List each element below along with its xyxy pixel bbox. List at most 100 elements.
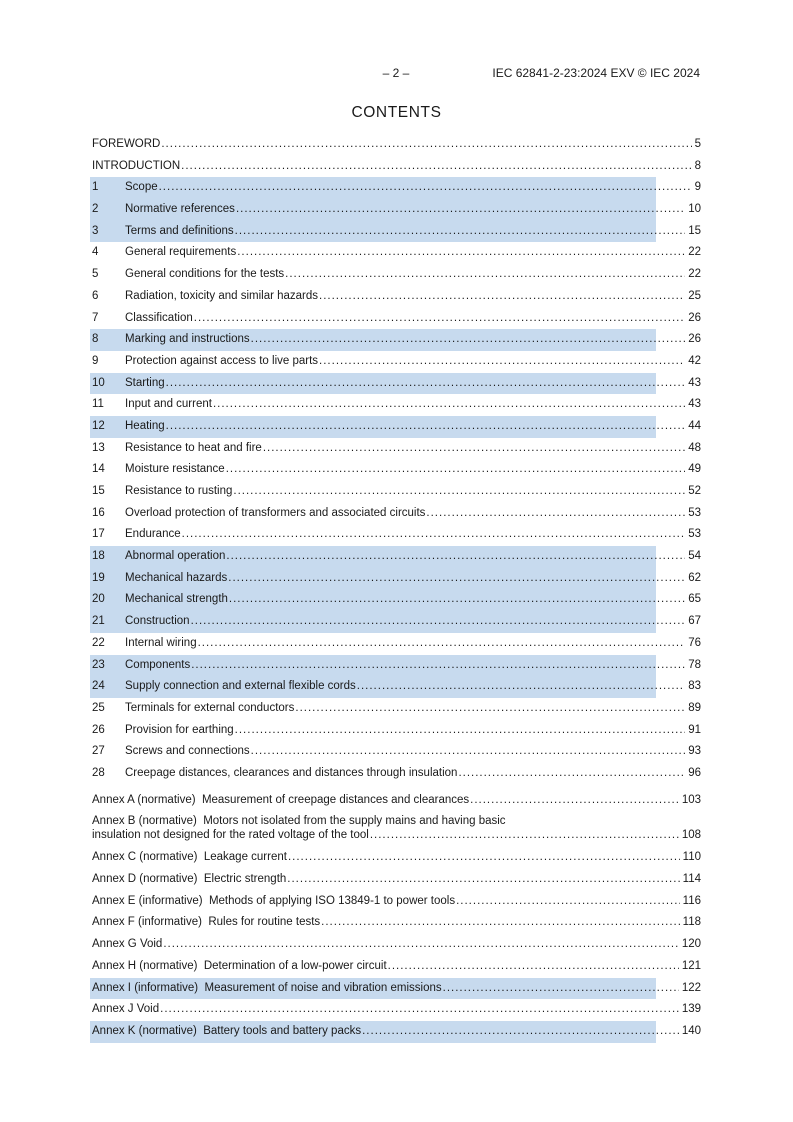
toc-page-number: 114	[682, 873, 701, 886]
toc-page-number: 118	[682, 916, 701, 929]
toc-entry[interactable]: 15 Resistance to rusting.................…	[90, 481, 701, 503]
toc-entry[interactable]: 9 Protection against access to live parts…	[90, 351, 701, 373]
toc-entry[interactable]: Annex G Void............................…	[90, 934, 701, 956]
toc-entry[interactable]: 20 Mechanical strength...................…	[90, 589, 701, 612]
toc-page-number: 25	[688, 289, 701, 302]
toc-leader-dots: ........................................…	[287, 851, 680, 864]
toc-entry[interactable]: 7 Classification.........................…	[90, 308, 701, 330]
toc-leader-dots: ........................................…	[285, 268, 685, 281]
toc-leader-dots: ........................................…	[197, 636, 686, 649]
toc-leader-dots: ........................................…	[319, 289, 685, 302]
toc-leader-dots: ........................................…	[262, 441, 685, 454]
toc-entry-title: Normative references	[125, 203, 235, 216]
toc-entry-number: 16	[92, 506, 105, 519]
toc-entry[interactable]: 5 General conditions for the tests.......…	[90, 264, 701, 286]
toc-entry[interactable]: 11 Input and current.....................…	[90, 394, 701, 416]
toc-leader-dots: ........................................…	[237, 246, 686, 259]
toc-entry[interactable]: 6 Radiation, toxicity and similar hazards…	[90, 286, 701, 308]
toc-entry[interactable]: INTRODUCTION............................…	[90, 156, 701, 178]
toc-page-number: 53	[688, 528, 701, 541]
toc-entry[interactable]: 19 Mechanical hazards....................…	[90, 567, 701, 590]
toc-entry[interactable]: 24 Supply connection and external flexibl…	[90, 676, 701, 698]
toc-entry[interactable]: Annex A (normative) Measurement of creep…	[90, 790, 701, 812]
toc-entry-title: Protection against access to live parts	[125, 354, 319, 367]
toc-entry-title: Starting	[125, 376, 165, 389]
toc-entry-number: 4	[92, 246, 99, 259]
toc-entry-number: 14	[92, 463, 105, 476]
toc-leader-dots: ........................................…	[160, 1003, 679, 1016]
toc-entry[interactable]: 1 Scope..................................…	[90, 177, 701, 200]
toc-entry-title: Annex K (normative) Battery tools and ba…	[92, 1024, 362, 1037]
toc-entry-number: 22	[92, 636, 105, 649]
toc-entry-number: 18	[92, 550, 105, 563]
toc-entry[interactable]: 4 General requirements...................…	[90, 242, 701, 264]
toc-entry-title: Construction	[125, 615, 190, 628]
toc-entry[interactable]: 17 Endurance.............................…	[90, 524, 701, 546]
toc-entry[interactable]: 14 Moisture resistance...................…	[90, 459, 701, 481]
toc-entry[interactable]: 3 Terms and definitions..................…	[90, 220, 701, 243]
toc-entry[interactable]: 16 Overload protection of transformers an…	[90, 503, 701, 525]
toc-entry[interactable]: Annex D (normative) Electric strength...…	[90, 869, 701, 891]
toc-leader-dots: ........................................…	[193, 311, 685, 324]
document-reference: IEC 62841-2-23:2024 EXV © IEC 2024	[492, 66, 700, 80]
toc-entry-title: Scope	[125, 181, 158, 194]
toc-entry-title: Mechanical strength	[125, 593, 228, 606]
toc-entry[interactable]: 23 Components............................…	[90, 654, 701, 677]
toc-entry-number: 11	[92, 398, 104, 411]
toc-entry[interactable]: 26 Provision for earthing................…	[90, 720, 701, 742]
toc-entry-number: 23	[92, 658, 105, 671]
toc-entry[interactable]: Annex C (normative) Leakage current.....…	[90, 847, 701, 869]
toc-page-number: 5	[694, 138, 701, 150]
toc-entry[interactable]: 28 Creepage distances, clearances and dis…	[90, 763, 701, 785]
toc-entry-title: Terminals for external conductors	[125, 701, 295, 714]
toc-page-number: 49	[688, 463, 701, 476]
toc-page-number: 54	[688, 550, 701, 563]
toc-entry[interactable]: Annex J Void............................…	[90, 999, 701, 1021]
toc-entry[interactable]: 27 Screws and connections................…	[90, 741, 701, 763]
toc-entry[interactable]: FOREWORD................................…	[90, 134, 701, 156]
toc-entry[interactable]: Annex K (normative) Battery tools and ba…	[90, 1020, 701, 1043]
toc-leader-dots: ........................................…	[456, 894, 680, 907]
toc-entry[interactable]: 12 Heating...............................…	[90, 415, 701, 438]
toc-leader-dots: ........................................…	[191, 658, 685, 671]
toc-entry[interactable]: 22 Internal wiring.......................…	[90, 633, 701, 655]
toc-entry[interactable]: 10 Starting..............................…	[90, 372, 701, 395]
toc-entry[interactable]: 21 Construction..........................…	[90, 611, 701, 633]
toc-entry[interactable]: Annex I (informative) Measurement of noi…	[90, 977, 701, 1000]
table-of-contents: FOREWORD................................…	[90, 134, 701, 1043]
toc-entry[interactable]: 13 Resistance to heat and fire...........…	[90, 438, 701, 460]
toc-page-number: 22	[688, 246, 701, 259]
toc-page-number: 42	[688, 354, 701, 367]
toc-entry-title: Annex G Void	[92, 938, 163, 951]
toc-entry-title: Annex B (normative) Motors not isolated …	[92, 815, 506, 828]
toc-entry-title: Terms and definitions	[125, 224, 234, 237]
toc-entry-title: Components	[125, 658, 191, 671]
toc-page-number: 93	[688, 745, 701, 758]
toc-entry[interactable]: Annex B (normative) Motors not isolated …	[90, 811, 701, 847]
toc-entry[interactable]: Annex E (informative) Methods of applyin…	[90, 891, 701, 913]
toc-page-number: 26	[688, 333, 701, 346]
toc-leader-dots: ........................................…	[165, 376, 686, 389]
toc-entry[interactable]: Annex F (informative) Rules for routine …	[90, 912, 701, 934]
toc-entry-number: 27	[92, 745, 105, 758]
toc-entry-title: Annex E (informative) Methods of applyin…	[92, 894, 456, 907]
toc-page-number: 91	[688, 723, 701, 736]
toc-leader-dots: ........................................…	[250, 745, 686, 758]
toc-entry[interactable]: 8 Marking and instructions...............…	[90, 329, 701, 351]
toc-entry[interactable]: 18 Abnormal operation....................…	[90, 546, 701, 568]
toc-entry-number: 12	[92, 419, 105, 432]
toc-entry[interactable]: Annex H (normative) Determination of a l…	[90, 956, 701, 978]
toc-entry[interactable]: 2 Normative references...................…	[90, 199, 701, 221]
toc-leader-dots: ........................................…	[369, 829, 679, 842]
toc-entry-number: 20	[92, 593, 105, 606]
toc-leader-dots: ........................................…	[235, 203, 685, 216]
page-header: – 2 – IEC 62841-2-23:2024 EXV © IEC 2024	[92, 65, 700, 81]
toc-page-number: 52	[688, 485, 701, 497]
toc-leader-dots: ........................................…	[321, 916, 679, 929]
toc-entry-title: Annex A (normative) Measurement of creep…	[92, 793, 470, 806]
toc-entry-title: General conditions for the tests	[125, 268, 285, 281]
toc-entry[interactable]: 25 Terminals for external conductors.....…	[90, 698, 701, 720]
toc-page-number: 140	[681, 1024, 701, 1037]
toc-entry-title: General requirements	[125, 246, 237, 259]
toc-entry-number: 13	[92, 441, 105, 454]
